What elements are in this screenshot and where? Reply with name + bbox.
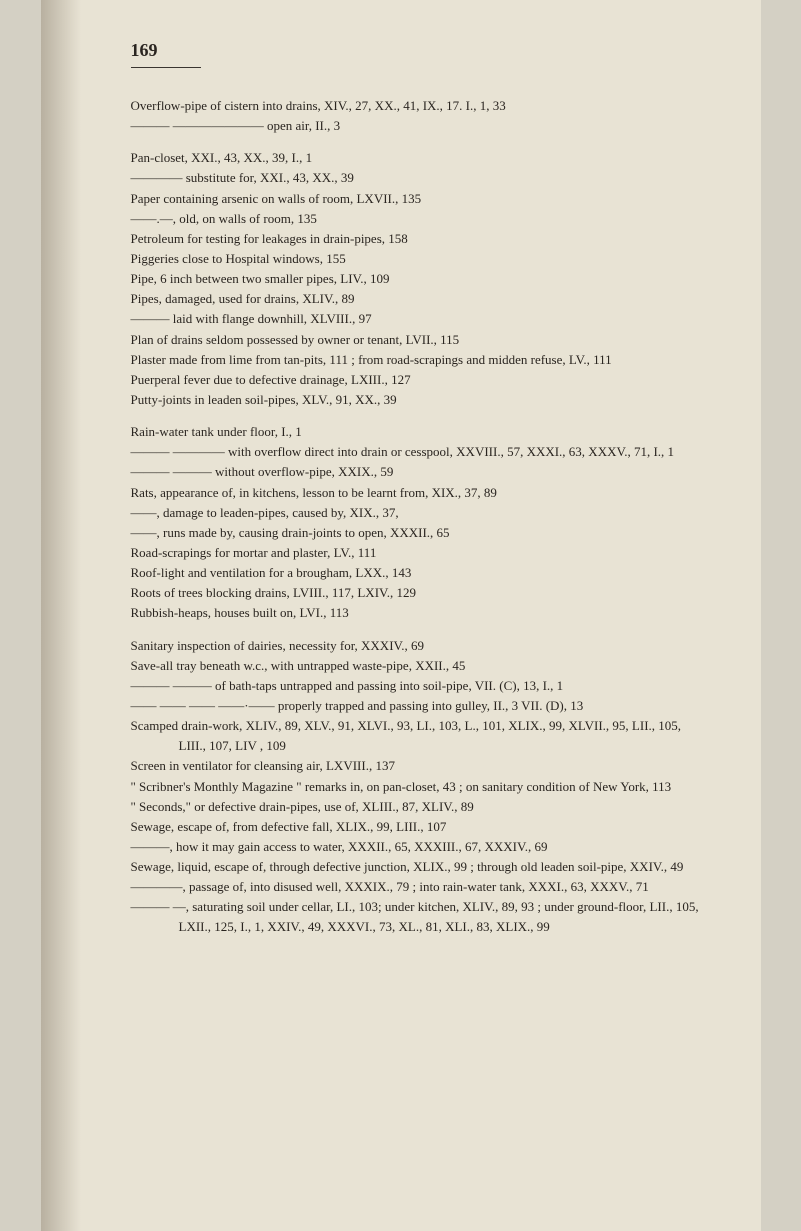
index-entry: Pipes, damaged, used for drains, XLIV., … [131, 289, 711, 309]
index-entry: Roots of trees blocking drains, LVIII., … [131, 583, 711, 603]
page-container: 169 Overflow-pipe of cistern into drains… [41, 0, 761, 1231]
index-entry: Overflow-pipe of cistern into drains, XI… [131, 96, 711, 116]
index-entry: Rats, appearance of, in kitchens, lesson… [131, 483, 711, 503]
index-entry: Piggeries close to Hospital windows, 155 [131, 249, 711, 269]
index-entry: Putty-joints in leaden soil-pipes, XLV.,… [131, 390, 711, 410]
index-entry: " Seconds," or defective drain-pipes, us… [131, 797, 711, 817]
paragraph-gap [131, 624, 711, 636]
index-entry: Save-all tray beneath w.c., with untrapp… [131, 656, 711, 676]
index-entry: ——— —, saturating soil under cellar, LI.… [131, 897, 711, 937]
index-entry: Sewage, escape of, from defective fall, … [131, 817, 711, 837]
index-entry: ———— substitute for, XXI., 43, XX., 39 [131, 168, 711, 188]
index-entry: Sanitary inspection of dairies, necessit… [131, 636, 711, 656]
index-entry: Road-scrapings for mortar and plaster, L… [131, 543, 711, 563]
index-entry: ——, damage to leaden-pipes, caused by, X… [131, 503, 711, 523]
index-entry: Rubbish-heaps, houses built on, LVI., 11… [131, 603, 711, 623]
index-entry: Petroleum for testing for leakages in dr… [131, 229, 711, 249]
index-entry: Paper containing arsenic on walls of roo… [131, 189, 711, 209]
index-entry: ————, passage of, into disused well, XXX… [131, 877, 711, 897]
index-entry: Screen in ventilator for cleansing air, … [131, 756, 711, 776]
index-entry: Sewage, liquid, escape of, through defec… [131, 857, 711, 877]
index-entry: Plaster made from lime from tan-pits, 11… [131, 350, 711, 370]
paragraph-gap [131, 410, 711, 422]
index-entry: " Scribner's Monthly Magazine " remarks … [131, 777, 711, 797]
index-entry: Pan-closet, XXI., 43, XX., 39, I., 1 [131, 148, 711, 168]
index-entry: ———, how it may gain access to water, XX… [131, 837, 711, 857]
index-entry: ——— ——————— open air, II., 3 [131, 116, 711, 136]
index-entry: Rain-water tank under floor, I., 1 [131, 422, 711, 442]
index-entry: —— —— —— ——·—— properly trapped and pass… [131, 696, 711, 716]
paragraph-gap [131, 136, 711, 148]
index-entry: ——.—, old, on walls of room, 135 [131, 209, 711, 229]
index-entry: ——— ———— with overflow direct into drain… [131, 442, 711, 462]
index-entry: ——— ——— without overflow-pipe, XXIX., 59 [131, 462, 711, 482]
index-entry: Plan of drains seldom possessed by owner… [131, 330, 711, 350]
index-entry: ——— laid with flange downhill, XLVIII., … [131, 309, 711, 329]
index-entry: Puerperal fever due to defective drainag… [131, 370, 711, 390]
index-entry: Scamped drain-work, XLIV., 89, XLV., 91,… [131, 716, 711, 756]
header-rule [131, 67, 201, 68]
page-number: 169 [131, 40, 711, 61]
index-entry: ——, runs made by, causing drain-joints t… [131, 523, 711, 543]
index-entry: Roof-light and ventilation for a brougha… [131, 563, 711, 583]
index-entry: Pipe, 6 inch between two smaller pipes, … [131, 269, 711, 289]
index-content: Overflow-pipe of cistern into drains, XI… [131, 96, 711, 938]
index-entry: ——— ——— of bath-taps untrapped and passi… [131, 676, 711, 696]
